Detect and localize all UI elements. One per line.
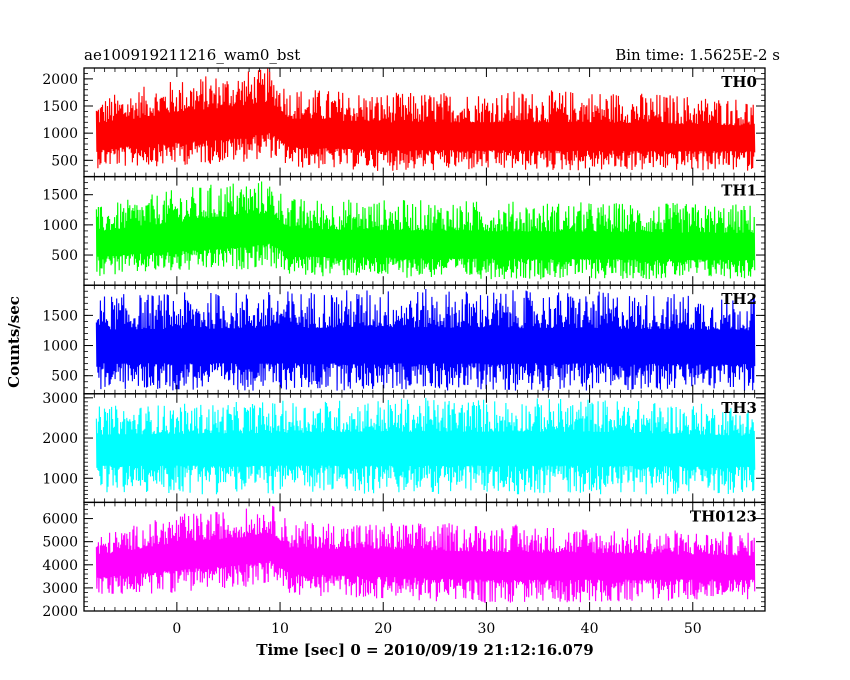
panel-th0123: 2000 3000 4000 5000 6000 TH0123	[42, 501, 766, 620]
x-axis-label: Time [sec] 0 = 2010/09/19 21:12:16.079	[256, 641, 593, 659]
series-th3	[95, 397, 756, 495]
y-tick-label: 500	[51, 369, 78, 385]
plot-title: ae100919211216_wam0_bst	[84, 46, 300, 64]
y-tick-label: 3000	[42, 581, 78, 597]
panel-th1: 500 1000 1500 TH1	[42, 175, 766, 286]
x-tick-label: 10	[271, 621, 289, 637]
y-tick-label: 1500	[42, 308, 78, 324]
y-tick-label: 1000	[42, 471, 78, 487]
panel-label: TH0	[721, 73, 757, 91]
y-tick-label: 5000	[42, 535, 78, 551]
series-th2	[95, 288, 756, 391]
panel-label: TH1	[721, 182, 757, 200]
panel-label: TH0123	[690, 507, 757, 525]
x-tick-label: 0	[172, 621, 181, 637]
bin-time-label: Bin time: 1.5625E-2 s	[615, 46, 780, 64]
y-tick-label: 1000	[42, 126, 78, 142]
panel-th2: 500 1000 1500 TH2	[42, 284, 766, 395]
y-tick-label: 500	[51, 153, 78, 169]
x-axis-tick-labels: 0 10 20 30 40 50	[172, 621, 701, 637]
panel-th3: 1000 2000 3000 TH3	[42, 391, 766, 504]
series-th0	[95, 68, 756, 171]
y-tick-label: 500	[51, 248, 78, 264]
y-tick-label: 1500	[42, 99, 78, 115]
y-axis-label: Counts/sec	[5, 296, 23, 388]
y-tick-label: 4000	[42, 558, 78, 574]
y-tick-label: 1000	[42, 339, 78, 355]
y-tick-label: 3000	[42, 391, 78, 407]
y-tick-label: 2000	[42, 72, 78, 88]
y-tick-label: 6000	[42, 512, 78, 528]
x-tick-label: 20	[374, 621, 392, 637]
y-tick-label: 1000	[42, 218, 78, 234]
y-tick-label: 2000	[42, 431, 78, 447]
x-tick-label: 40	[581, 621, 599, 637]
x-tick-label: 30	[477, 621, 495, 637]
series-th1	[95, 181, 756, 280]
panel-th0: 500 1000 1500 2000 TH0	[42, 67, 766, 178]
y-tick-label: 2000	[42, 604, 78, 620]
x-tick-label: 50	[684, 621, 702, 637]
y-tick-label: 1500	[42, 188, 78, 204]
panel-label: TH2	[721, 290, 757, 308]
series-th0123	[95, 505, 756, 604]
panel-label: TH3	[721, 399, 757, 417]
